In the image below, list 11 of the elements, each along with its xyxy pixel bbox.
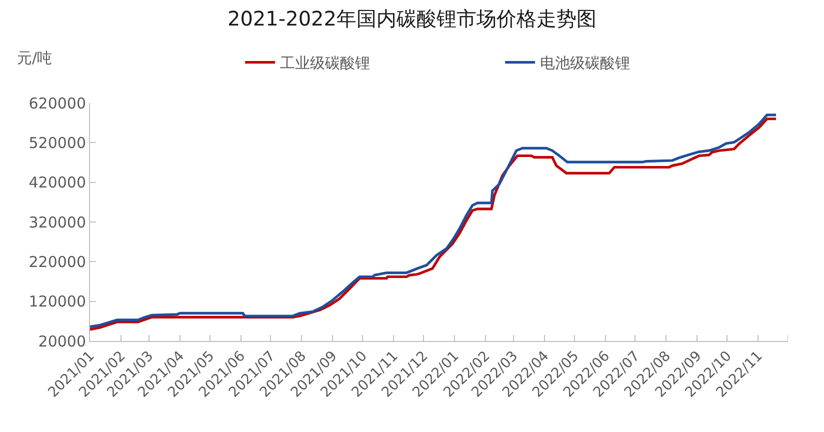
y-tick-label: 520000 <box>28 134 86 152</box>
y-tick-label: 220000 <box>28 252 86 271</box>
y-tick-label: 320000 <box>28 213 86 232</box>
y-tick-label: 620000 <box>28 94 86 112</box>
y-tick-label: 20000 <box>38 332 86 350</box>
y-axis-title: 元/吨 <box>17 49 52 67</box>
y-tick-label: 120000 <box>28 292 86 311</box>
legend-label: 电池级碳酸锂 <box>540 54 630 72</box>
legend-label: 工业级碳酸锂 <box>280 54 370 72</box>
chart-title: 2021-2022年国内碳酸锂市场价格走势图 <box>227 6 597 31</box>
y-tick-label: 420000 <box>28 174 86 192</box>
